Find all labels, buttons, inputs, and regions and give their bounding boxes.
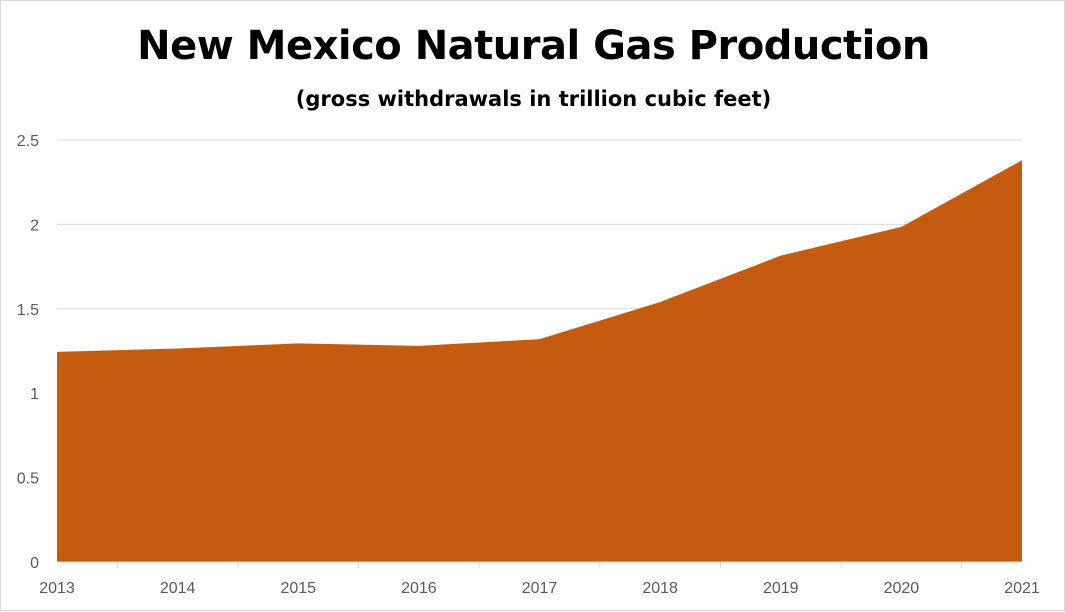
x-tick-label: 2020 (884, 580, 920, 597)
y-tick-labels: 0 0.5 1 1.5 2 2.5 (17, 133, 39, 572)
x-tick-label: 2013 (39, 580, 75, 597)
x-tick-label: 2015 (280, 580, 316, 597)
y-tick-label: 0.5 (17, 471, 39, 488)
y-tick-label: 1.5 (17, 302, 39, 319)
area-series (57, 160, 1022, 563)
x-tick-label: 2021 (1004, 580, 1040, 597)
x-tick-label: 2017 (522, 580, 558, 597)
x-tick-label: 2019 (763, 580, 799, 597)
series-area (57, 160, 1022, 563)
x-tick-label: 2016 (401, 580, 437, 597)
x-tick-label: 2018 (642, 580, 678, 597)
x-tick-label: 2014 (160, 580, 196, 597)
axes (57, 561, 1022, 568)
chart-title: New Mexico Natural Gas Production (137, 23, 930, 69)
chart-subtitle: (gross withdrawals in trillion cubic fee… (295, 87, 772, 111)
y-tick-label: 2 (30, 217, 39, 234)
y-tick-label: 1 (30, 386, 39, 403)
y-tick-label: 2.5 (17, 133, 39, 150)
y-tick-label: 0 (30, 555, 39, 572)
x-tick-labels: 2013 2014 2015 2016 2017 2018 2019 2020 2021 (39, 580, 1040, 597)
